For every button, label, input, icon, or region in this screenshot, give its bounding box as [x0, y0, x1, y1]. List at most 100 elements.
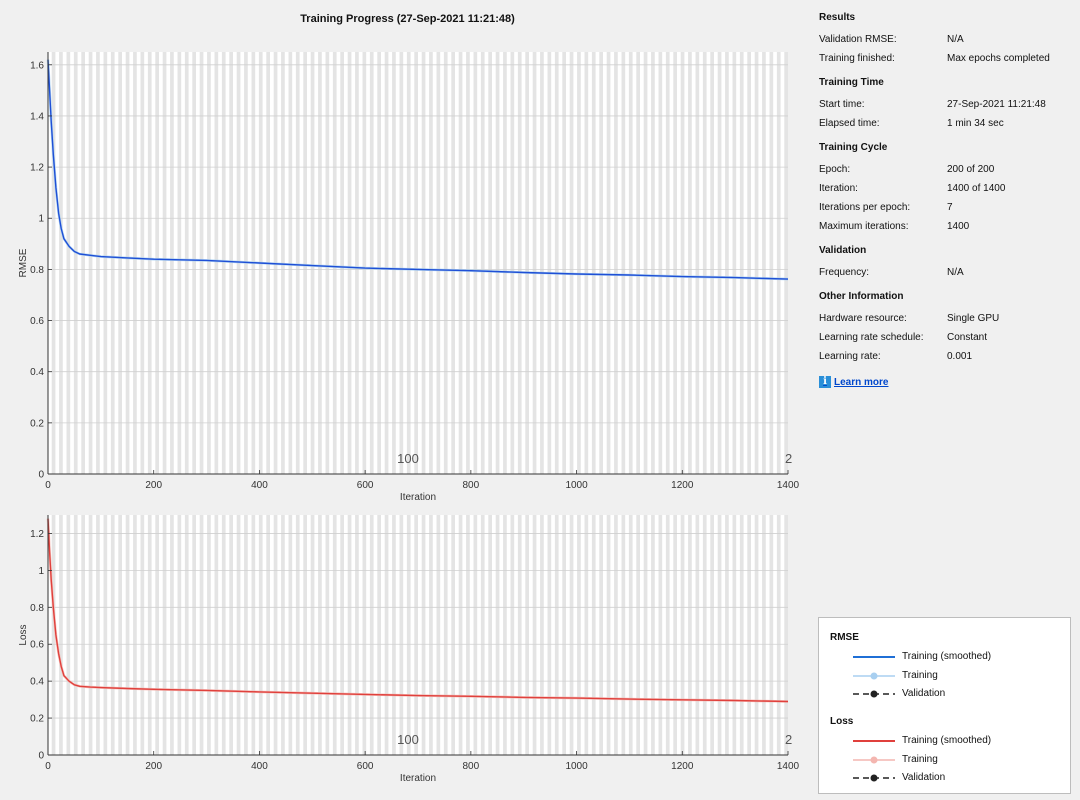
epoch-stripe [147, 52, 152, 474]
epoch-stripe [214, 52, 219, 474]
legend-rmse-validation: Validation [853, 687, 1053, 701]
info-value: Constant [947, 332, 988, 343]
x-tick-label: 1000 [565, 480, 588, 491]
epoch-stripe [155, 515, 159, 755]
info-row: Frequency: N/A [819, 263, 1074, 282]
info-row: Validation RMSE: N/A [819, 30, 1074, 49]
epoch-stripe [473, 515, 478, 755]
epoch-stripe [295, 52, 300, 474]
y-tick-label: 0.6 [30, 316, 44, 327]
epoch-stripe [229, 515, 233, 755]
epoch-stripe [591, 52, 596, 474]
epoch-stripe [258, 515, 263, 755]
info-row: Learning rate: 0.001 [819, 347, 1074, 366]
legend-rmse-title: RMSE [830, 632, 859, 643]
epoch-stripe [495, 52, 500, 474]
epoch-stripe [177, 52, 182, 474]
epoch-stripe [103, 515, 108, 755]
legend-rmse-validation-label: Validation [902, 688, 946, 699]
epoch-stripe [665, 515, 670, 755]
epoch-stripe [288, 52, 293, 474]
epoch-stripe [517, 52, 522, 474]
epoch-stripe [162, 515, 167, 755]
epoch-stripe [547, 515, 552, 755]
info-row: Start time: 27-Sep-2021 11:21:48 [819, 95, 1074, 114]
epoch-stripe [584, 515, 589, 755]
learn-more-link[interactable]: i Learn more [819, 376, 1074, 388]
epoch-stripe [732, 52, 737, 474]
x-tick-label: 800 [463, 480, 480, 491]
epoch-stripe [184, 515, 189, 755]
epoch-stripe [466, 515, 470, 755]
y-tick-label: 1.6 [30, 60, 44, 71]
epoch-stripe [769, 52, 774, 474]
epoch-stripe [318, 515, 322, 755]
info-icon: i [819, 376, 831, 388]
epoch-stripe [199, 515, 204, 755]
epoch-stripe [221, 52, 226, 474]
epoch-stripe [325, 515, 330, 755]
epoch-stripe [384, 52, 389, 474]
info-key: Frequency: [819, 267, 870, 278]
y-tick-label: 0.6 [30, 640, 44, 651]
info-value: 1400 [947, 221, 970, 232]
epoch-stripe [51, 515, 56, 755]
legend-rmse-smoothed: Training (smoothed) [853, 650, 1053, 664]
info-row: Learning rate schedule: Constant [819, 328, 1074, 347]
learn-more-label: Learn more [834, 376, 889, 388]
info-row: Training finished: Max epochs completed [819, 49, 1074, 68]
epoch-stripe [236, 515, 241, 755]
legend-loss-validation: Validation [853, 771, 1053, 785]
y-tick-label: 0.4 [30, 367, 44, 378]
epoch-stripe [606, 515, 611, 755]
epoch-stripe [392, 515, 396, 755]
info-value: 27-Sep-2021 11:21:48 [947, 99, 1046, 110]
epoch-stripe [584, 52, 589, 474]
epoch-stripe [762, 515, 766, 755]
epoch-stripe [340, 52, 344, 474]
info-value: 1 min 34 sec [947, 118, 1004, 129]
epoch-stripe [199, 52, 204, 474]
epoch-stripe [436, 52, 441, 474]
epoch-stripe [406, 52, 411, 474]
x-tick-label: 1400 [777, 480, 800, 491]
epoch-stripe [569, 52, 574, 474]
epoch-stripe [73, 515, 78, 755]
y-tick-label: 0.8 [30, 603, 44, 614]
info-section-other: Other Information Hardware resource: Singl… [819, 290, 1074, 366]
info-section-title: Other Information [819, 291, 904, 302]
epoch-stripe [495, 515, 500, 755]
epoch-stripe [399, 52, 404, 474]
epoch-stripe [776, 52, 781, 474]
rmse-plot: 0 200 400 600 800 1000 1200 1400 0 0.2 0.4 0.6 0.8 1 1… [18, 52, 800, 503]
epoch-stripe [739, 515, 744, 755]
epoch-stripe [266, 515, 270, 755]
info-key: Iteration: [819, 183, 858, 194]
epoch-stripe [51, 52, 56, 474]
x-tick-label: 400 [251, 761, 268, 772]
y-tick-label: 1 [38, 566, 44, 577]
epoch-stripe [621, 515, 626, 755]
x-tick-label: 0 [45, 761, 51, 772]
epoch-stripe [673, 52, 677, 474]
info-row: Maximum iterations: 1400 [819, 217, 1074, 236]
epoch-stripe [332, 515, 337, 755]
info-section-title: Results [819, 12, 856, 23]
epoch-stripe [577, 52, 581, 474]
epoch-stripe [288, 515, 293, 755]
epoch-stripe [340, 515, 344, 755]
y-axis-label: Loss [18, 624, 29, 645]
info-key: Epoch: [819, 164, 851, 175]
epoch-stripe [310, 52, 315, 474]
epoch-stripe [636, 52, 640, 474]
epoch-stripe [88, 52, 93, 474]
epoch-stripe [429, 515, 433, 755]
epoch-stripe [628, 515, 633, 755]
epoch-stripe [451, 515, 455, 755]
x-axis-label: Iteration [400, 773, 436, 784]
info-key: Iterations per epoch: [819, 202, 911, 213]
y-tick-label: 0 [38, 470, 44, 481]
epoch-stripe [525, 52, 529, 474]
epoch-stripe [658, 515, 663, 755]
legend-loss-validation-label: Validation [902, 772, 946, 783]
